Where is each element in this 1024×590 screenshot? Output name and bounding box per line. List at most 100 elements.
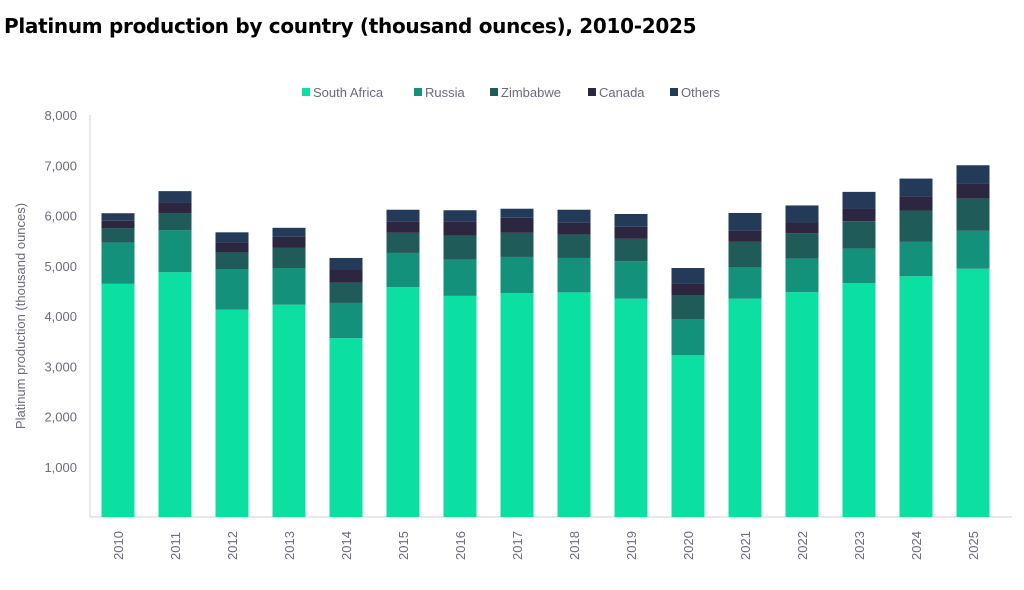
bar-zimbabwe-2018 [557, 234, 591, 258]
bar-south-africa-2025 [956, 268, 990, 517]
bar-russia-2016 [443, 259, 477, 296]
bar-south-africa-2020 [671, 355, 705, 517]
bar-canada-2016 [443, 221, 477, 236]
bar-russia-2019 [614, 261, 648, 299]
bar-others-2023 [842, 191, 876, 209]
bar-canada-2014 [329, 269, 363, 283]
bar-canada-2024 [899, 196, 933, 211]
bar-others-2012 [215, 232, 249, 243]
bar-others-2014 [329, 257, 363, 270]
bar-south-africa-2011 [158, 272, 192, 517]
bar-russia-2022 [785, 258, 819, 293]
bar-south-africa-2021 [728, 298, 762, 517]
bar-canada-2015 [386, 221, 420, 233]
x-tick-label: 2013 [282, 531, 297, 560]
bar-canada-2022 [785, 222, 819, 234]
x-tick-label: 2020 [681, 531, 696, 560]
legend-label: Canada [599, 85, 645, 100]
y-tick-label: 8,000 [44, 108, 77, 123]
bar-zimbabwe-2019 [614, 238, 648, 262]
y-tick-label: 3,000 [44, 359, 77, 374]
bar-canada-2021 [728, 230, 762, 242]
bar-russia-2017 [500, 256, 534, 294]
bar-others-2011 [158, 191, 192, 203]
legend-label: Russia [425, 85, 466, 100]
y-tick-label: 6,000 [44, 209, 77, 224]
x-tick-label: 2014 [339, 531, 354, 560]
bar-others-2017 [500, 208, 534, 218]
bar-zimbabwe-2012 [215, 252, 249, 270]
x-tick-label: 2016 [453, 531, 468, 560]
bar-zimbabwe-2025 [956, 198, 990, 231]
bar-zimbabwe-2020 [671, 295, 705, 320]
y-axis-label: Platinum production (thousand ounces) [13, 203, 28, 429]
bar-south-africa-2013 [272, 304, 306, 517]
bar-canada-2019 [614, 226, 648, 239]
x-tick-label: 2023 [852, 531, 867, 560]
bar-zimbabwe-2015 [386, 232, 420, 253]
bar-south-africa-2022 [785, 292, 819, 517]
bar-canada-2011 [158, 202, 192, 213]
legend-swatch-others [670, 88, 678, 96]
bar-russia-2024 [899, 241, 933, 277]
y-tick-label: 7,000 [44, 158, 77, 173]
bar-others-2013 [272, 227, 306, 237]
bar-south-africa-2016 [443, 295, 477, 517]
bar-others-2025 [956, 165, 990, 184]
bar-zimbabwe-2010 [101, 228, 135, 243]
x-tick-label: 2018 [567, 531, 582, 560]
bar-russia-2011 [158, 230, 192, 273]
bar-others-2015 [386, 209, 420, 222]
y-tick-label: 2,000 [44, 410, 77, 425]
bar-south-africa-2024 [899, 276, 933, 517]
x-tick-label: 2010 [111, 531, 126, 560]
bar-zimbabwe-2016 [443, 235, 477, 260]
bar-south-africa-2012 [215, 309, 249, 517]
bar-others-2024 [899, 178, 933, 197]
bar-others-2022 [785, 205, 819, 223]
bar-others-2010 [101, 213, 135, 221]
bar-canada-2010 [101, 220, 135, 229]
legend-label: South Africa [313, 85, 384, 100]
bar-zimbabwe-2022 [785, 233, 819, 259]
bar-canada-2017 [500, 217, 534, 233]
bar-zimbabwe-2013 [272, 247, 306, 269]
bar-others-2016 [443, 210, 477, 222]
bar-others-2021 [728, 212, 762, 231]
bar-south-africa-2014 [329, 338, 363, 517]
y-tick-label: 4,000 [44, 309, 77, 324]
bar-zimbabwe-2017 [500, 232, 534, 257]
legend-label: Zimbabwe [501, 85, 561, 100]
bar-russia-2025 [956, 230, 990, 269]
bar-russia-2023 [842, 248, 876, 284]
bar-canada-2012 [215, 242, 249, 253]
y-tick-label: 5,000 [44, 259, 77, 274]
bar-others-2018 [557, 209, 591, 223]
bar-south-africa-2019 [614, 298, 648, 517]
bar-russia-2013 [272, 268, 306, 305]
x-tick-label: 2019 [624, 531, 639, 560]
legend-label: Others [681, 85, 721, 100]
bar-canada-2020 [671, 283, 705, 296]
bar-south-africa-2017 [500, 293, 534, 517]
x-tick-label: 2017 [510, 531, 525, 560]
bar-others-2020 [671, 268, 705, 284]
bar-south-africa-2015 [386, 287, 420, 517]
bar-russia-2020 [671, 319, 705, 356]
chart-title: Platinum production by country (thousand… [4, 14, 697, 38]
legend-swatch-canada [588, 88, 596, 96]
bar-canada-2025 [956, 183, 990, 199]
x-tick-label: 2022 [795, 531, 810, 560]
x-tick-label: 2012 [225, 531, 240, 560]
legend-swatch-russia [414, 88, 422, 96]
bar-russia-2018 [557, 257, 591, 293]
bar-canada-2023 [842, 208, 876, 222]
y-tick-label: 1,000 [44, 460, 77, 475]
bar-south-africa-2023 [842, 283, 876, 517]
bar-canada-2013 [272, 236, 306, 248]
bar-russia-2015 [386, 252, 420, 288]
legend-swatch-zimbabwe [490, 88, 498, 96]
bar-russia-2010 [101, 242, 135, 284]
bar-russia-2021 [728, 267, 762, 299]
